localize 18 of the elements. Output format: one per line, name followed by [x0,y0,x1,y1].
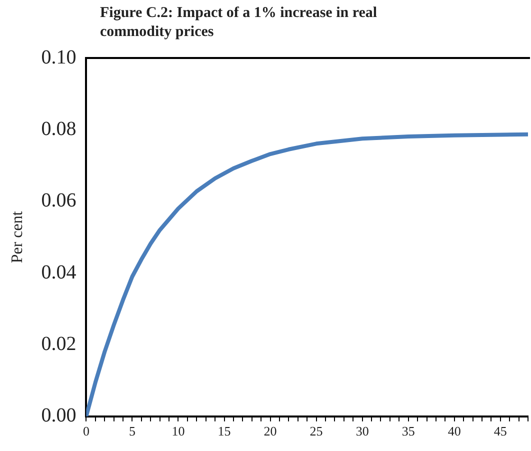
x-tick-label: 5 [128,424,136,439]
x-tick-label: 25 [310,424,323,439]
x-tick-label: 40 [448,424,461,439]
x-tick-label: 15 [218,424,231,439]
x-tick-label: 20 [264,424,277,439]
chart-title: Figure C.2: Impact of a 1% increase in real commodity prices [100,4,378,42]
x-tick-label: 30 [356,424,369,439]
y-axis-title: Per cent [8,210,26,264]
x-tick-label: 45 [494,424,507,439]
y-tick-label: 0.10 [41,46,76,68]
y-tick-label: 0.04 [41,261,76,284]
y-tick-label: 0.02 [41,332,76,355]
x-tick-label: 35 [402,424,415,439]
y-tick-label: 0.00 [41,404,76,427]
x-tick-label: 0 [82,424,90,439]
y-tick-label: 0.08 [41,118,76,140]
x-tick-label: 10 [172,424,185,439]
y-tick-label: 0.06 [41,190,76,212]
